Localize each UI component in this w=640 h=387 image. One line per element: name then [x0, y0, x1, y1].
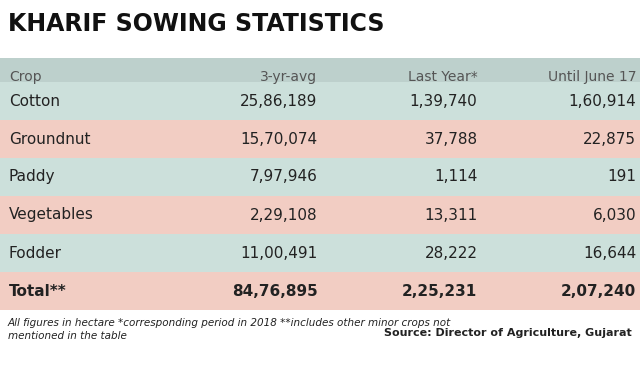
- Text: Vegetables: Vegetables: [9, 207, 94, 223]
- Text: 3-yr-avg: 3-yr-avg: [260, 70, 317, 84]
- Text: 1,39,740: 1,39,740: [410, 94, 477, 108]
- Text: 11,00,491: 11,00,491: [240, 245, 317, 260]
- Bar: [0, 272, 640, 310]
- Text: Crop: Crop: [9, 70, 42, 84]
- Bar: [0, 196, 640, 234]
- Bar: [0, 120, 640, 158]
- Text: Fodder: Fodder: [9, 245, 62, 260]
- Text: Groundnut: Groundnut: [9, 132, 90, 147]
- Bar: [0, 58, 640, 96]
- Text: 15,70,074: 15,70,074: [240, 132, 317, 147]
- Text: 37,788: 37,788: [424, 132, 477, 147]
- Text: 2,07,240: 2,07,240: [561, 284, 636, 298]
- Text: 191: 191: [607, 170, 636, 185]
- Bar: [0, 234, 640, 272]
- Text: 22,875: 22,875: [583, 132, 636, 147]
- Bar: [0, 82, 640, 120]
- Text: KHARIF SOWING STATISTICS: KHARIF SOWING STATISTICS: [8, 12, 385, 36]
- Text: Source: Director of Agriculture, Gujarat: Source: Director of Agriculture, Gujarat: [384, 328, 632, 338]
- Text: 1,114: 1,114: [434, 170, 477, 185]
- Text: Total**: Total**: [9, 284, 67, 298]
- Text: Last Year*: Last Year*: [408, 70, 477, 84]
- Text: 2,29,108: 2,29,108: [250, 207, 317, 223]
- Text: 1,60,914: 1,60,914: [568, 94, 636, 108]
- Text: 25,86,189: 25,86,189: [240, 94, 317, 108]
- Text: 84,76,895: 84,76,895: [232, 284, 317, 298]
- Text: Paddy: Paddy: [9, 170, 56, 185]
- Text: 16,644: 16,644: [583, 245, 636, 260]
- Text: Until June 17: Until June 17: [548, 70, 636, 84]
- Text: 7,97,946: 7,97,946: [250, 170, 317, 185]
- Text: 2,25,231: 2,25,231: [402, 284, 477, 298]
- Text: All figures in hectare *corresponding period in 2018 **includes other minor crop: All figures in hectare *corresponding pe…: [8, 318, 451, 341]
- Bar: [0, 158, 640, 196]
- Text: Cotton: Cotton: [9, 94, 60, 108]
- Text: 28,222: 28,222: [424, 245, 477, 260]
- Text: 6,030: 6,030: [593, 207, 636, 223]
- Text: 13,311: 13,311: [424, 207, 477, 223]
